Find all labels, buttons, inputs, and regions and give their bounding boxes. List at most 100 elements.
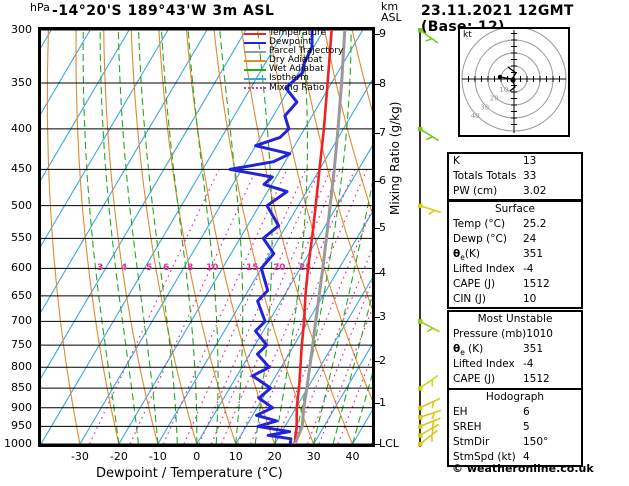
pressure-tick-label: 650 — [11, 288, 32, 302]
pressure-tick-label: 500 — [11, 198, 32, 212]
index-row: CIN (J) 10 — [449, 292, 581, 307]
height-tick-label: 6 — [379, 174, 386, 188]
lcl-tick-mark — [373, 444, 380, 445]
legend-swatch — [244, 50, 266, 53]
legend-label: Parcel Trajectory — [269, 46, 344, 57]
pressure-tick-label: 800 — [11, 360, 32, 374]
index-row: EH 6 — [449, 405, 581, 420]
panel-title: Most Unstable — [477, 313, 553, 325]
hodograph-indices-panel: Hodograph EH 6 SREH 5 StmDir 150° StmSpd (kt) 4 — [447, 388, 583, 467]
height-tick-mark — [373, 360, 380, 362]
wind-barb — [418, 374, 439, 391]
pressure-tick-label: 900 — [11, 400, 32, 414]
hodograph-plot[interactable]: kt 10 20 30 40 — [458, 26, 570, 137]
height-tick-mark — [373, 227, 380, 229]
wind-barbs — [418, 28, 442, 447]
height-tick-mark — [373, 402, 380, 404]
profile-dewpoint — [228, 30, 314, 444]
pressure-tick-label: 350 — [11, 76, 32, 89]
legend-item: Parcel Trajectory — [244, 47, 354, 56]
hodograph-unit-label: kt — [463, 30, 472, 40]
index-value: -4 — [523, 263, 534, 275]
legend-item: Mixing Ratio — [244, 82, 354, 93]
legend-item: Dry Adiabat — [244, 56, 354, 65]
legend-label: Mixing Ratio — [269, 82, 325, 93]
height-tick-label: 7 — [379, 126, 386, 140]
height-tick-label: 5 — [379, 220, 386, 234]
index-row: Lifted Index -4 — [449, 357, 581, 372]
mixing-ratio-label: 3 — [97, 263, 103, 273]
temperature-tick-label: 30 — [306, 450, 321, 463]
temperature-tick-label: 10 — [228, 450, 243, 463]
hodograph-ring-label: 30 — [480, 103, 489, 111]
height-tick-mark — [373, 273, 380, 275]
index-key: K — [453, 155, 460, 167]
temperature-tick-label: -30 — [70, 450, 89, 463]
profile-temperature — [293, 30, 333, 444]
legend-item: Wet Adiabat — [244, 65, 354, 74]
index-value: 351 — [523, 248, 544, 260]
index-value: 3.02 — [523, 185, 547, 197]
index-row: Dewp (°C) 24 — [449, 232, 581, 247]
index-row: K 13 — [449, 154, 581, 169]
index-key: θe (K) — [453, 343, 484, 358]
station-coordinates-title: -14°20'S 189°43'W 3m ASL — [52, 3, 275, 19]
index-row: Temp (°C) 25.2 — [449, 217, 581, 232]
index-value: 4 — [523, 451, 530, 463]
pressure-unit-label: hPa — [30, 1, 50, 14]
index-key: CAPE (J) — [453, 373, 496, 385]
index-value: 13 — [523, 155, 537, 167]
pressure-tick-label: 600 — [11, 261, 32, 275]
index-key: PW (cm) — [453, 185, 498, 197]
index-value: 5 — [523, 421, 530, 433]
skewt-diagram[interactable]: 3 4 5 6 8 10 15 20 25 — [38, 27, 375, 447]
pressure-tick-label: 850 — [11, 381, 32, 395]
legend-label: Isotherm — [269, 73, 309, 84]
index-key: CIN (J) — [453, 293, 486, 305]
panel-title: Hodograph — [485, 391, 545, 403]
height-tick-label: 3 — [379, 310, 386, 324]
wind-barb-column — [412, 27, 454, 457]
index-key: Totals Totals — [453, 170, 517, 182]
height-unit-km: km — [381, 0, 399, 13]
wind-barb — [418, 319, 440, 333]
index-key: Lifted Index — [453, 263, 515, 275]
index-row: Pressure (mb) 1010 — [449, 327, 581, 342]
legend-swatch — [244, 32, 266, 35]
wind-barb — [418, 126, 440, 142]
index-value: 1010 — [526, 328, 553, 340]
index-key: Temp (°C) — [453, 218, 506, 230]
height-tick-mark — [373, 181, 380, 183]
index-row: Totals Totals 33 — [449, 169, 581, 184]
index-row: PW (cm) 3.02 — [449, 184, 581, 199]
height-tick-label: 1 — [379, 395, 386, 409]
wind-barb — [418, 423, 440, 438]
height-tick-mark — [373, 317, 380, 319]
temperature-tick-label: -10 — [148, 450, 167, 463]
height-tick-mark — [373, 33, 380, 35]
pressure-tick-label: 700 — [11, 314, 32, 328]
copyright-credit: © weatheronline.co.uk — [452, 462, 594, 475]
legend-item: Temperature — [244, 28, 354, 38]
index-value: 24 — [523, 233, 537, 245]
panel-title: Surface — [494, 203, 535, 215]
height-unit-label: km ASL — [381, 1, 402, 23]
hodograph-ring-label: 20 — [490, 95, 499, 103]
mixing-ratio-label: 6 — [163, 263, 169, 273]
index-key: SREH — [453, 421, 482, 433]
x-axis-title: Dewpoint / Temperature (°C) — [96, 466, 283, 481]
legend-label: Wet Adiabat — [269, 64, 324, 75]
temperature-tick-label: -20 — [109, 450, 128, 463]
stability-indices-panel: K 13 Totals Totals 33 PW (cm) 3.02 — [447, 152, 583, 201]
index-row: StmSpd (kt) 4 — [449, 450, 581, 465]
legend-label: Temperature — [269, 28, 327, 38]
mixing-ratio-label: 8 — [187, 263, 193, 273]
index-key: StmDir — [453, 436, 490, 448]
height-tick-label: 8 — [379, 77, 386, 91]
pressure-tick-label: 750 — [11, 338, 32, 352]
legend-swatch — [244, 78, 266, 81]
mixing-ratio-label: 25 — [299, 263, 312, 273]
pressure-tick-label: 1000 — [4, 437, 32, 450]
index-key: θe(K) — [453, 248, 480, 263]
